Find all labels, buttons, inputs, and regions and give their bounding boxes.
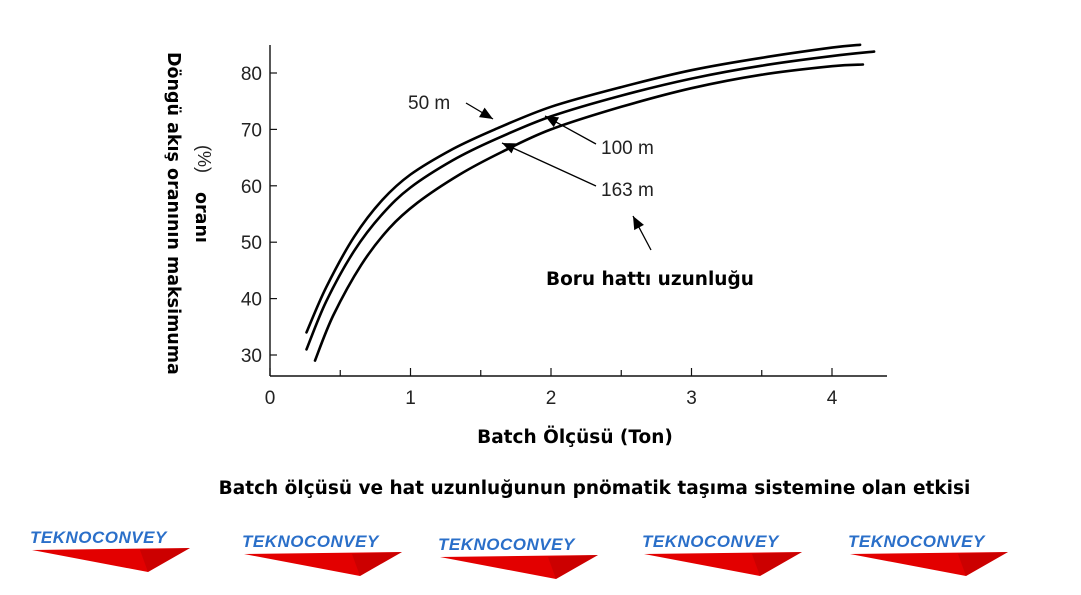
- curve-163m: [313, 63, 865, 362]
- series-label-50m: 50 m: [408, 93, 450, 114]
- logo-text: TEKNOCONVEY: [848, 532, 985, 551]
- y-axis-unit: (%): [194, 145, 214, 173]
- y-tick-label: 70: [241, 120, 262, 141]
- series-label-163m: 163 m: [601, 180, 654, 201]
- swoosh-icon: [440, 555, 598, 579]
- logo-text: TEKNOCONVEY: [438, 535, 575, 554]
- y-axis-label-2: oranı: [191, 192, 211, 243]
- y-tick-label: 60: [241, 177, 262, 198]
- x-tick-label: 0: [265, 388, 276, 409]
- y-tick-label: 80: [241, 64, 262, 85]
- x-tick-label: 3: [686, 388, 697, 409]
- swoosh-icon: [850, 552, 1008, 576]
- arrow-pipeline-head: [633, 216, 644, 231]
- curves: [305, 43, 876, 362]
- teknoconvey-logo: TEKNOCONVEY: [642, 530, 817, 582]
- arrows: [465, 102, 652, 251]
- series-label-100m: 100 m: [601, 138, 654, 159]
- y-axis-label: Döngü akış oranının maksimuma: [163, 52, 183, 375]
- y-tick-label: 30: [241, 346, 262, 367]
- curve-50m: [305, 43, 862, 334]
- swoosh-icon: [644, 552, 802, 576]
- swoosh-icon: [244, 552, 402, 576]
- y-tick-label: 50: [241, 233, 262, 254]
- swoosh-icon: [32, 548, 190, 572]
- ticks: 30 40 50 60 70 80 0 1 2 3 4: [241, 64, 838, 409]
- teknoconvey-logo: TEKNOCONVEY: [30, 526, 205, 578]
- axes: [269, 45, 887, 377]
- arrow-50m-head: [479, 107, 493, 119]
- labels: 50 m 100 m 163 m Boru hattı uzunluğu Batch Ö…: [163, 52, 754, 448]
- figure-caption: Batch ölçüsü ve hat uzunluğunun pnömatik…: [218, 478, 971, 499]
- chart: 30 40 50 60 70 80 0 1 2 3 4 50 m 100 m 163 m Boru hat…: [163, 43, 887, 448]
- x-tick-label: 1: [405, 388, 416, 409]
- teknoconvey-logo: TEKNOCONVEY: [242, 530, 417, 582]
- logo-text: TEKNOCONVEY: [242, 532, 379, 551]
- teknoconvey-logo: TEKNOCONVEY: [438, 533, 613, 585]
- arrow-100m-head: [545, 116, 560, 128]
- x-tick-label: 2: [546, 388, 557, 409]
- curve-100m: [305, 50, 876, 351]
- arrow-163m-head: [502, 143, 517, 154]
- logo-text: TEKNOCONVEY: [642, 532, 779, 551]
- x-axis-label: Batch Ölçüsü (Ton): [477, 426, 673, 448]
- arrow-163m-shaft: [501, 142, 597, 187]
- x-tick-label: 4: [827, 388, 838, 409]
- logo-text: TEKNOCONVEY: [30, 528, 167, 547]
- y-tick-label: 40: [241, 290, 262, 311]
- teknoconvey-logo: TEKNOCONVEY: [848, 530, 1023, 582]
- pipeline-length-annotation: Boru hattı uzunluğu: [546, 269, 754, 290]
